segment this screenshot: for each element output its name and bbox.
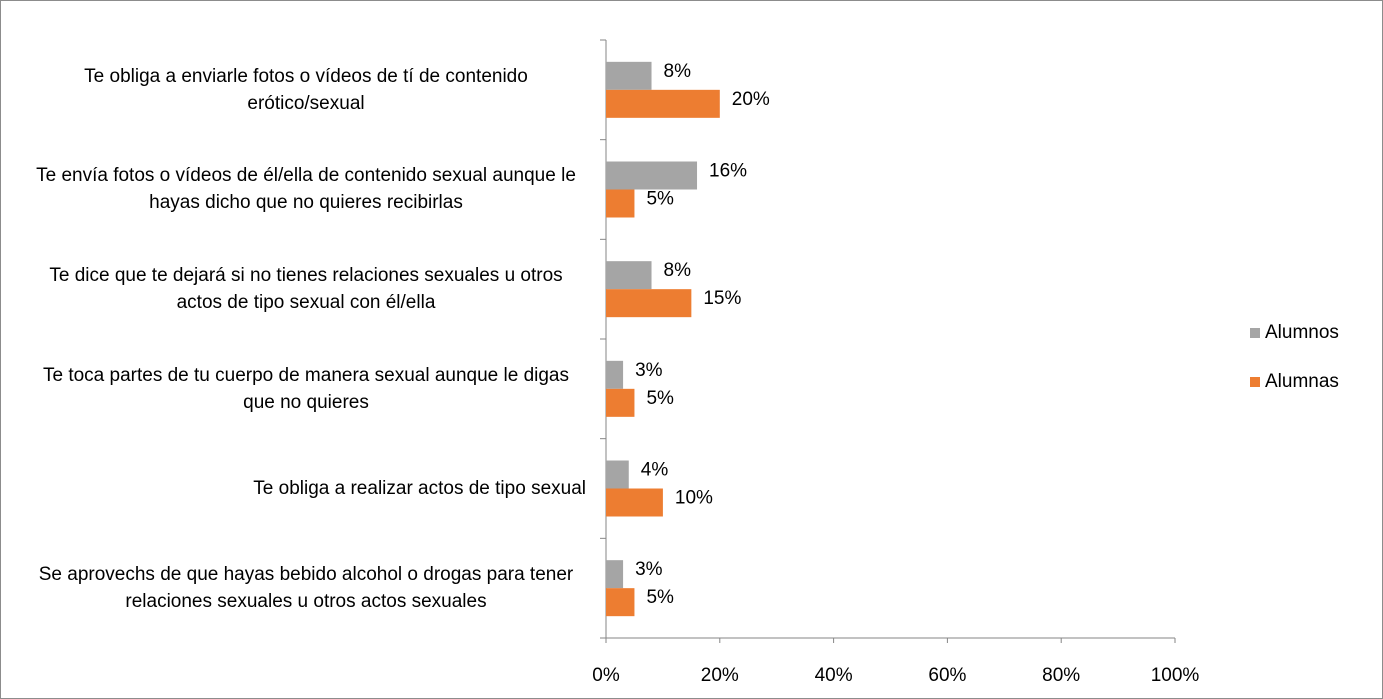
- bar: [606, 189, 635, 218]
- x-tick-label: 60%: [928, 665, 966, 686]
- data-label: 8%: [664, 61, 692, 82]
- category-label: Te envía fotos o vídeos de él/ella de co…: [36, 165, 576, 214]
- bar: [606, 161, 698, 190]
- category-label-box: Te dice que te dejará si no tienes relac…: [11, 239, 586, 339]
- data-label: 20%: [732, 89, 770, 110]
- category-label-box: Te envía fotos o vídeos de él/ella de co…: [11, 140, 586, 240]
- x-tick-label: 20%: [701, 665, 739, 686]
- data-label: 10%: [675, 488, 713, 509]
- bar: [606, 261, 652, 290]
- legend-label: Alumnos: [1265, 322, 1339, 343]
- bar: [606, 388, 635, 417]
- data-label: 3%: [635, 559, 663, 580]
- data-label: 3%: [635, 360, 663, 381]
- data-label: 16%: [709, 161, 747, 182]
- x-tick-label: 100%: [1151, 665, 1200, 686]
- x-tick-label: 0%: [592, 665, 620, 686]
- bar: [606, 588, 635, 617]
- data-label: 8%: [664, 260, 692, 281]
- x-tick-label: 40%: [815, 665, 853, 686]
- category-label-box: Te obliga a enviarle fotos o vídeos de t…: [11, 40, 586, 140]
- data-label: 5%: [646, 587, 674, 608]
- bar: [606, 89, 720, 118]
- bar: [606, 488, 663, 517]
- data-label: 5%: [646, 388, 674, 409]
- bar: [606, 289, 692, 318]
- category-label: Se aprovechs de que hayas bebido alcohol…: [38, 564, 574, 613]
- category-label-box: Te obliga a realizar actos de tipo sexua…: [11, 439, 586, 539]
- data-label: 4%: [641, 460, 669, 481]
- category-label: Te obliga a enviarle fotos o vídeos de t…: [84, 65, 528, 114]
- category-label-box: Te toca partes de tu cuerpo de manera se…: [11, 339, 586, 439]
- data-label: 15%: [703, 288, 741, 309]
- legend-swatch: [1250, 328, 1260, 338]
- legend-swatch: [1250, 377, 1260, 387]
- category-label: Te obliga a realizar actos de tipo sexua…: [253, 477, 586, 499]
- bar: [606, 360, 624, 389]
- bar: [606, 560, 624, 589]
- category-label: Te toca partes de tu cuerpo de manera se…: [42, 364, 570, 413]
- data-label: 5%: [646, 189, 674, 210]
- category-label: Te dice que te dejará si no tienes relac…: [49, 265, 563, 314]
- x-tick-label: 80%: [1042, 665, 1080, 686]
- bar: [606, 61, 652, 90]
- legend-label: Alumnas: [1265, 371, 1339, 392]
- category-label-box: Se aprovechs de que hayas bebido alcohol…: [11, 538, 586, 638]
- bar: [606, 460, 629, 489]
